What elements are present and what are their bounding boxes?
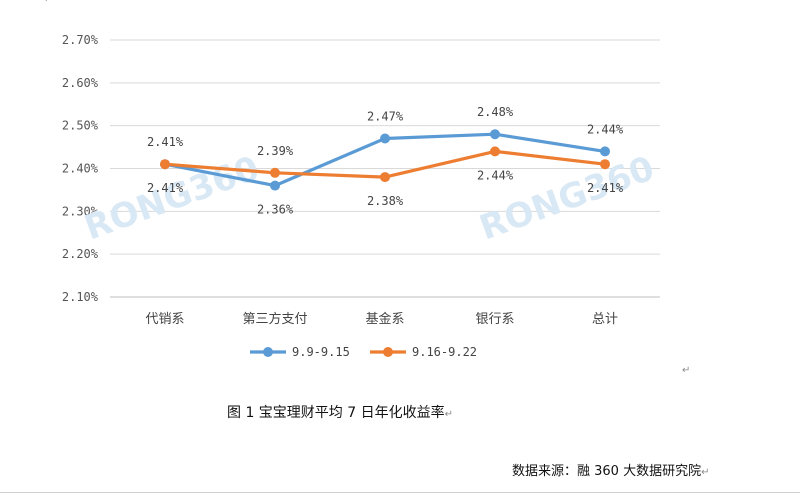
y-tick-label: 2.20% [62,247,99,261]
legend-label: 9.16-9.22 [412,345,477,359]
data-point [160,159,170,170]
data-label: 2.41% [587,181,624,195]
x-category-label: 代销系 [145,312,184,327]
data-point [490,146,500,157]
source-text: 数据来源：融 360 大数据研究院 [512,464,702,479]
data-label: 2.44% [477,168,514,182]
grid [110,39,660,298]
x-category-label: 第三方支付 [242,311,307,327]
data-point [600,146,610,157]
data-point [380,133,390,144]
y-tick-label: 2.70% [62,33,99,47]
data-label: 2.47% [367,110,404,124]
bottom-rule [0,492,800,493]
data-label: 2.39% [257,144,294,158]
data-label: 2.44% [587,122,624,136]
data-labels: 2.41% 2.41% 2.36% 2.39% 2.47% 2.38% 2.48% 2.44%… [147,105,624,216]
x-category-label: 银行系 [475,312,514,327]
data-label: 2.48% [477,105,514,119]
y-tick-label: 2.30% [62,204,99,218]
data-source: 数据来源：融 360 大数据研究院↵ [512,460,709,479]
data-point [600,159,610,170]
y-axis-ticks: 2.10% 2.20% 2.30% 2.40% 2.50% 2.60% 2.70% [62,33,99,304]
x-category-label: 基金系 [365,311,404,327]
caption-text: 图 1 宝宝理财平均 7 日年化收益率 [227,405,445,421]
data-point [270,167,280,178]
x-axis-categories: 代销系 第三方支付 基金系 银行系 总计 [145,311,618,327]
x-category-label: 总计 [592,312,618,327]
data-point [270,180,280,191]
data-point [490,129,500,140]
legend-swatch-marker [383,347,393,357]
data-label: 2.36% [257,203,294,217]
data-label: 2.41% [147,181,184,195]
paragraph-mark: ↵ [701,467,710,478]
y-tick-label: 2.40% [62,162,99,176]
paragraph-mark: ↵ [682,365,691,376]
y-tick-label: 2.60% [62,76,99,90]
corner-mark: ↵ [44,0,52,5]
y-tick-label: 2.10% [62,290,99,304]
legend: 9.9-9.15 9.16-9.22 [250,345,477,359]
data-label: 2.38% [367,194,404,208]
figure-caption: 图 1 宝宝理财平均 7 日年化收益率↵ [227,402,453,422]
legend-swatch-marker [263,347,273,357]
y-tick-label: 2.50% [62,119,99,133]
data-label: 2.41% [147,135,184,149]
series-points [160,129,610,191]
legend-label: 9.9-9.15 [292,345,350,359]
paragraph-mark: ↵ [444,409,454,420]
watermark-text: RONG360 [474,148,659,248]
data-point [380,172,390,183]
